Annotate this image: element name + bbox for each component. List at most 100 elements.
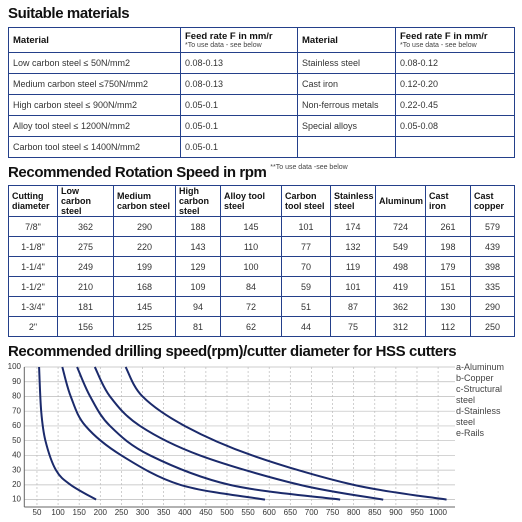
- empty-cell: [297, 136, 396, 158]
- cell: 77: [281, 236, 331, 257]
- rotation-table: Cutting diameter Low carbon steel Medium c…: [8, 185, 515, 337]
- column-header: Low carbon steel: [57, 185, 114, 217]
- x-tick-label: 300: [136, 508, 150, 517]
- header-row: Material Feed rate F in mm/r *To use data …: [8, 27, 515, 53]
- cell: 1-1/2": [8, 276, 58, 297]
- y-tick-label: 80: [12, 392, 21, 401]
- row: Carbon tool steel ≤ 1400N/mm2 0.05-0.1: [8, 136, 515, 158]
- column-header: Feed rate F in mm/r *To use data - see be…: [180, 27, 298, 53]
- cell: 109: [175, 276, 221, 297]
- row: 7/8" 362 290 188 145 101 174 724 261 579: [8, 216, 515, 237]
- cell: 0.05-0.1: [180, 136, 298, 158]
- row: Low carbon steel ≤ 50N/mm2 0.08-0.13 Stain…: [8, 52, 515, 74]
- cell: 439: [470, 236, 515, 257]
- cell: 81: [175, 316, 221, 337]
- header-note: *To use data - see below: [185, 42, 262, 49]
- column-header: Feed rate F in mm/r *To use data - see be…: [395, 27, 515, 53]
- cell: 101: [330, 276, 376, 297]
- line-series: [61, 366, 266, 501]
- cell: 119: [330, 256, 376, 277]
- cell: 362: [375, 296, 426, 317]
- column-header: Carbon tool steel: [281, 185, 331, 217]
- cell: Carbon tool steel ≤ 1400N/mm2: [8, 136, 181, 158]
- cell: 0.05-0.1: [180, 115, 298, 137]
- column-header: Medium carbon steel: [113, 185, 176, 217]
- x-tick-label: 450: [199, 508, 213, 517]
- cell: 498: [375, 256, 426, 277]
- materials-table: Material Feed rate F in mm/r *To use data …: [8, 27, 515, 158]
- cell: 168: [113, 276, 176, 297]
- column-header: Stainless steel: [330, 185, 376, 217]
- x-tick-label: 600: [263, 508, 277, 517]
- cell: 1-1/8": [8, 236, 58, 257]
- cell: 579: [470, 216, 515, 237]
- cell: 198: [425, 236, 471, 257]
- cell: Non-ferrous metals: [297, 94, 396, 116]
- rotation-title: Recommended Rotation Speed in rpm: [8, 164, 267, 181]
- y-tick-label: 40: [12, 451, 21, 460]
- cell: Cast iron: [297, 73, 396, 95]
- header-note: *To use data - see below: [400, 42, 477, 49]
- header-label: Material: [13, 34, 49, 46]
- header-row: Cutting diameter Low carbon steel Medium c…: [8, 185, 515, 217]
- line-series: [76, 366, 341, 501]
- cell: 112: [425, 316, 471, 337]
- cell: 130: [425, 296, 471, 317]
- cell: 151: [425, 276, 471, 297]
- cell: 110: [220, 236, 282, 257]
- cell: 0.05-0.1: [180, 94, 298, 116]
- cell: 75: [330, 316, 376, 337]
- x-tick-label: 100: [51, 508, 65, 517]
- header-label: Feed rate F in mm/r: [400, 31, 488, 42]
- cell: 70: [281, 256, 331, 277]
- cell: 44: [281, 316, 331, 337]
- row: High carbon steel ≤ 900N/mm2 0.05-0.1 Non-…: [8, 94, 515, 116]
- x-tick-label: 800: [347, 508, 361, 517]
- y-tick-label: 50: [12, 436, 21, 445]
- y-tick-label: 30: [12, 465, 21, 474]
- cell: 0.08-0.12: [395, 52, 515, 74]
- cell: 199: [113, 256, 176, 277]
- cell: 250: [470, 316, 515, 337]
- column-header: Material: [297, 27, 396, 53]
- cell: 1-3/4": [8, 296, 58, 317]
- cell: 0.12-0.20: [395, 73, 515, 95]
- cell: 398: [470, 256, 515, 277]
- cell: 87: [330, 296, 376, 317]
- cell: 2": [8, 316, 58, 337]
- column-header: Material: [8, 27, 181, 53]
- cell: 220: [113, 236, 176, 257]
- cell: 59: [281, 276, 331, 297]
- y-tick-label: 70: [12, 406, 21, 415]
- x-tick-label: 400: [178, 508, 192, 517]
- x-tick-label: 50: [33, 508, 42, 517]
- cell: Low carbon steel ≤ 50N/mm2: [8, 52, 181, 74]
- cell: 290: [470, 296, 515, 317]
- x-tick-label: 350: [157, 508, 171, 517]
- chart-title: Recommended drilling speed(rpm)/cutter d…: [8, 343, 457, 360]
- legend-entry: a-Aluminum: [456, 362, 505, 372]
- cell: 335: [470, 276, 515, 297]
- cell: 94: [175, 296, 221, 317]
- cell: 145: [113, 296, 176, 317]
- y-tick-label: 60: [12, 421, 21, 430]
- cell: Alloy tool steel ≤ 1200N/mm2: [8, 115, 181, 137]
- legend-entry: c-Structural steel: [456, 384, 503, 405]
- cell: 0.08-0.13: [180, 52, 298, 74]
- cell: 290: [113, 216, 176, 237]
- column-header: Alloy tool steel: [220, 185, 282, 217]
- cell: 210: [57, 276, 114, 297]
- column-header: High carbon steel: [175, 185, 221, 217]
- cell: 0.08-0.13: [180, 73, 298, 95]
- cell: 132: [330, 236, 376, 257]
- cell: 7/8": [8, 216, 58, 237]
- cell: 312: [375, 316, 426, 337]
- legend-entry: e-Rails: [456, 428, 485, 438]
- x-tick-label: 500: [220, 508, 234, 517]
- legend-entry: b-Copper: [456, 373, 494, 383]
- column-header: Cutting diameter: [8, 185, 58, 217]
- cell: 181: [57, 296, 114, 317]
- cell: 156: [57, 316, 114, 337]
- cell: 179: [425, 256, 471, 277]
- rotation-note: **To use data -see below: [270, 164, 348, 171]
